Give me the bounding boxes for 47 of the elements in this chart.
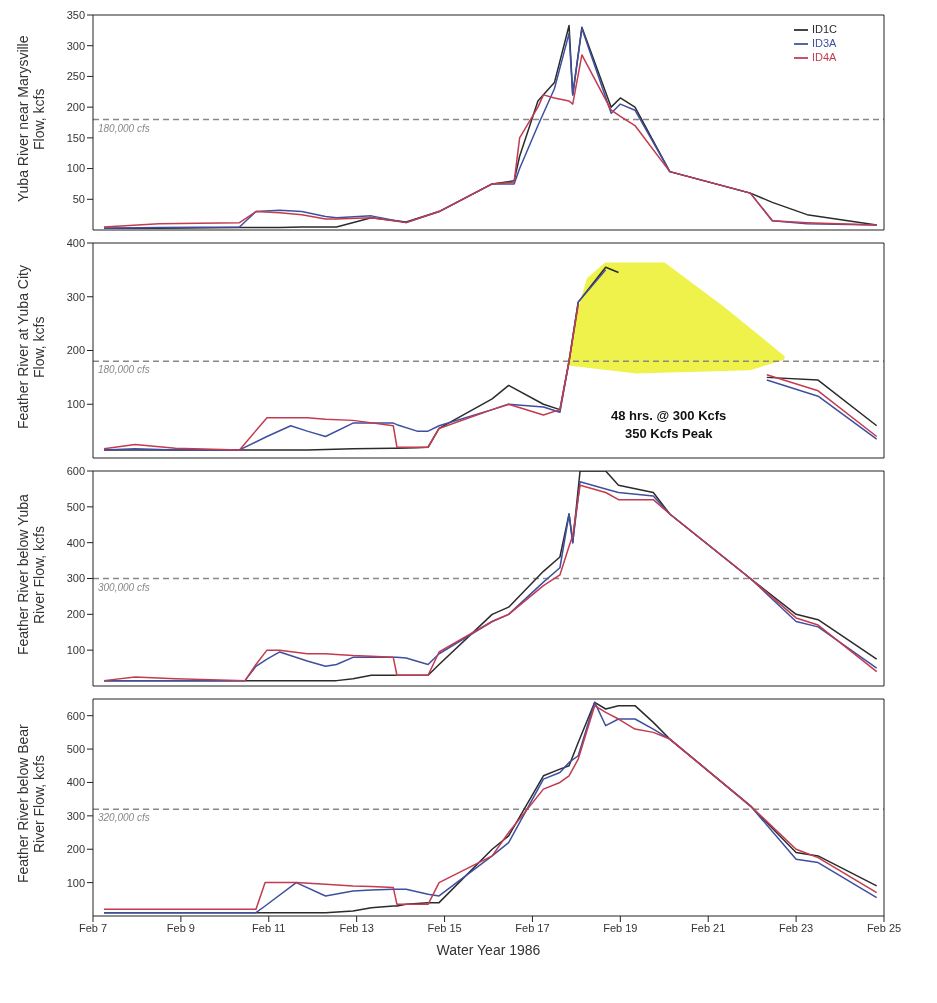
x-tick-label: Feb 21 (691, 921, 726, 934)
y-axis-title: Feather River below Bear River Flow, kcfs (14, 723, 47, 886)
legend-label: ID1C (812, 23, 838, 35)
ref-line-label: 180,000 cfs (98, 122, 150, 134)
legend-label: ID4A (812, 51, 837, 64)
y-tick-label: 200 (66, 101, 85, 114)
y-tick-label: 400 (66, 236, 85, 249)
y-axis-title: Yuba River near Marysville Flow, kcfs (14, 34, 47, 204)
annotation: 350 Kcfs Peak (623, 424, 714, 443)
y-tick-label: 100 (66, 162, 85, 175)
y-tick-label: 300 (66, 290, 85, 303)
y-tick-label: 600 (66, 709, 85, 722)
y-tick-label: 600 (66, 464, 85, 477)
x-tick-label: Feb 17 (515, 921, 550, 934)
ref-line-label: 320,000 cfs (98, 812, 150, 824)
y-tick-label: 500 (66, 742, 85, 755)
y-tick-label: 300 (66, 809, 85, 822)
y-tick-label: 300 (66, 39, 85, 52)
x-axis-title: Water Year 1986 (435, 942, 542, 958)
y-tick-label: 100 (66, 644, 85, 657)
x-tick-label: Feb 13 (339, 921, 374, 934)
y-tick-label: 250 (66, 70, 85, 83)
y-tick-label: 150 (66, 131, 85, 144)
y-tick-label: 100 (66, 398, 85, 411)
y-axis-title: Feather River at Yuba City Flow, kcfs (14, 264, 47, 431)
x-tick-label: Feb 25 (866, 921, 902, 934)
x-tick-label: Feb 9 (166, 921, 195, 934)
y-tick-label: 400 (66, 536, 85, 549)
y-tick-label: 200 (66, 843, 85, 856)
x-tick-label: Feb 19 (603, 921, 638, 934)
y-tick-label: 350 (66, 8, 85, 21)
y-tick-label: 300 (66, 572, 85, 585)
y-tick-label: 50 (72, 193, 85, 206)
y-tick-label: 500 (66, 500, 85, 513)
y-tick-label: 400 (66, 776, 85, 789)
x-tick-label: Feb 15 (427, 921, 462, 934)
ref-line-label: 180,000 cfs (98, 364, 150, 376)
y-axis-title: Feather River below Yuba River Flow, kcfs (14, 493, 47, 658)
y-tick-label: 200 (66, 608, 85, 621)
annotation: 48 hrs. @ 300 Kcfs (610, 406, 728, 425)
x-tick-label: Feb 11 (252, 921, 286, 934)
y-tick-label: 100 (66, 876, 85, 889)
x-tick-label: Feb 7 (78, 921, 108, 934)
ref-line-label: 300,000 cfs (98, 581, 150, 593)
y-tick-label: 200 (66, 344, 85, 357)
x-tick-label: Feb 23 (778, 921, 814, 934)
legend-label: ID3A (812, 37, 837, 50)
